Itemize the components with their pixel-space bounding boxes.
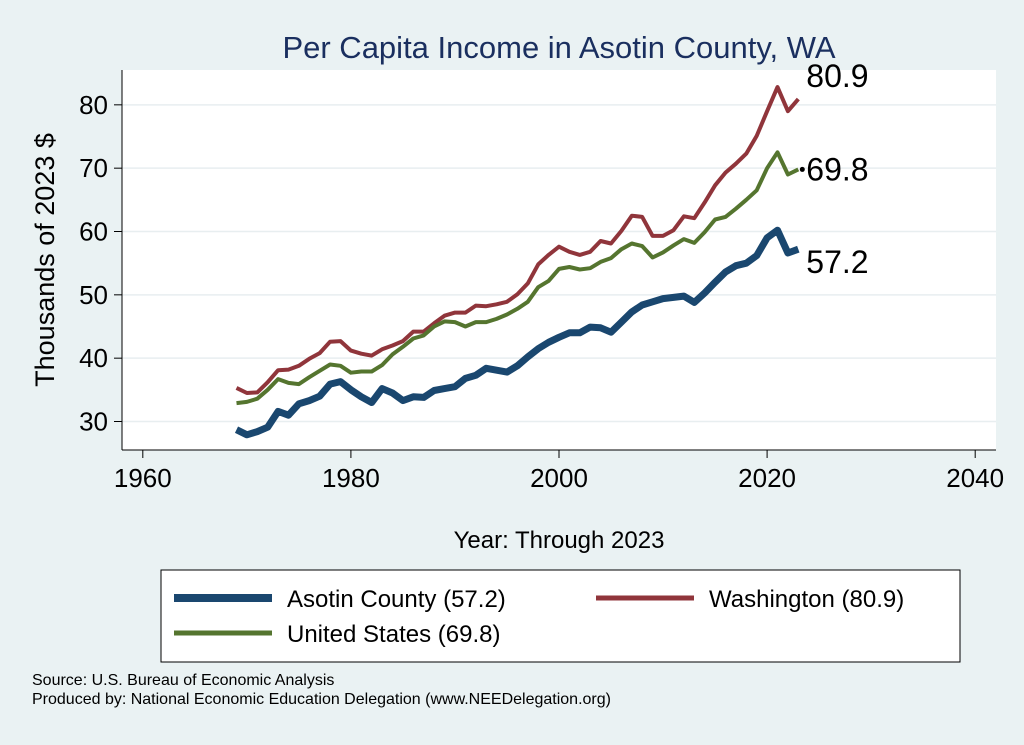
legend-box: [160, 569, 961, 663]
end-labels: 57.2 80.9 69.8: [799, 58, 869, 280]
series-line-washington: [235, 85, 800, 395]
end-label-marker: [799, 166, 805, 172]
x-tick-label: 2000: [530, 463, 588, 493]
x-tick-label: 2040: [946, 463, 1004, 493]
axis-ticks: 30 40 50 60 70 80 1960 1980 2000 2020 2040: [79, 90, 1004, 493]
y-tick-label: 30: [79, 407, 108, 437]
x-tick-label: 1960: [114, 463, 172, 493]
end-label-united-states: 69.8: [806, 151, 868, 187]
source-note: Source: U.S. Bureau of Economic Analysis: [32, 672, 335, 689]
plot-area: [122, 70, 996, 450]
legend-label-asotin-county: Asotin County (57.2): [287, 586, 506, 613]
y-tick-label: 70: [79, 153, 108, 183]
legend-label-united-states: United States (69.8): [287, 621, 500, 648]
y-tick-label: 40: [79, 343, 108, 373]
y-tick-label: 80: [79, 90, 108, 120]
legend: Asotin County (57.2) Washington (80.9) Uni…: [174, 586, 904, 648]
legend-label-washington: Washington (80.9): [709, 586, 904, 613]
chart-title: Per Capita Income in Asotin County, WA: [282, 30, 835, 65]
y-tick-label: 60: [79, 217, 108, 247]
series-line-united-states: [236, 150, 800, 406]
x-tick-label: 1980: [322, 463, 380, 493]
producer-note: Produced by: National Economic Education…: [32, 691, 611, 708]
x-axis-title: Year: Through 2023: [454, 527, 665, 554]
series-lines: [234, 85, 800, 439]
x-tick-label: 2020: [738, 463, 796, 493]
y-tick-label: 50: [79, 280, 108, 310]
end-label-washington: 80.9: [806, 58, 868, 94]
end-label-asotin-county: 57.2: [806, 244, 868, 280]
series-line-asotin-county: [234, 226, 800, 439]
y-axis-title: Thousands of 2023 $: [30, 133, 60, 387]
